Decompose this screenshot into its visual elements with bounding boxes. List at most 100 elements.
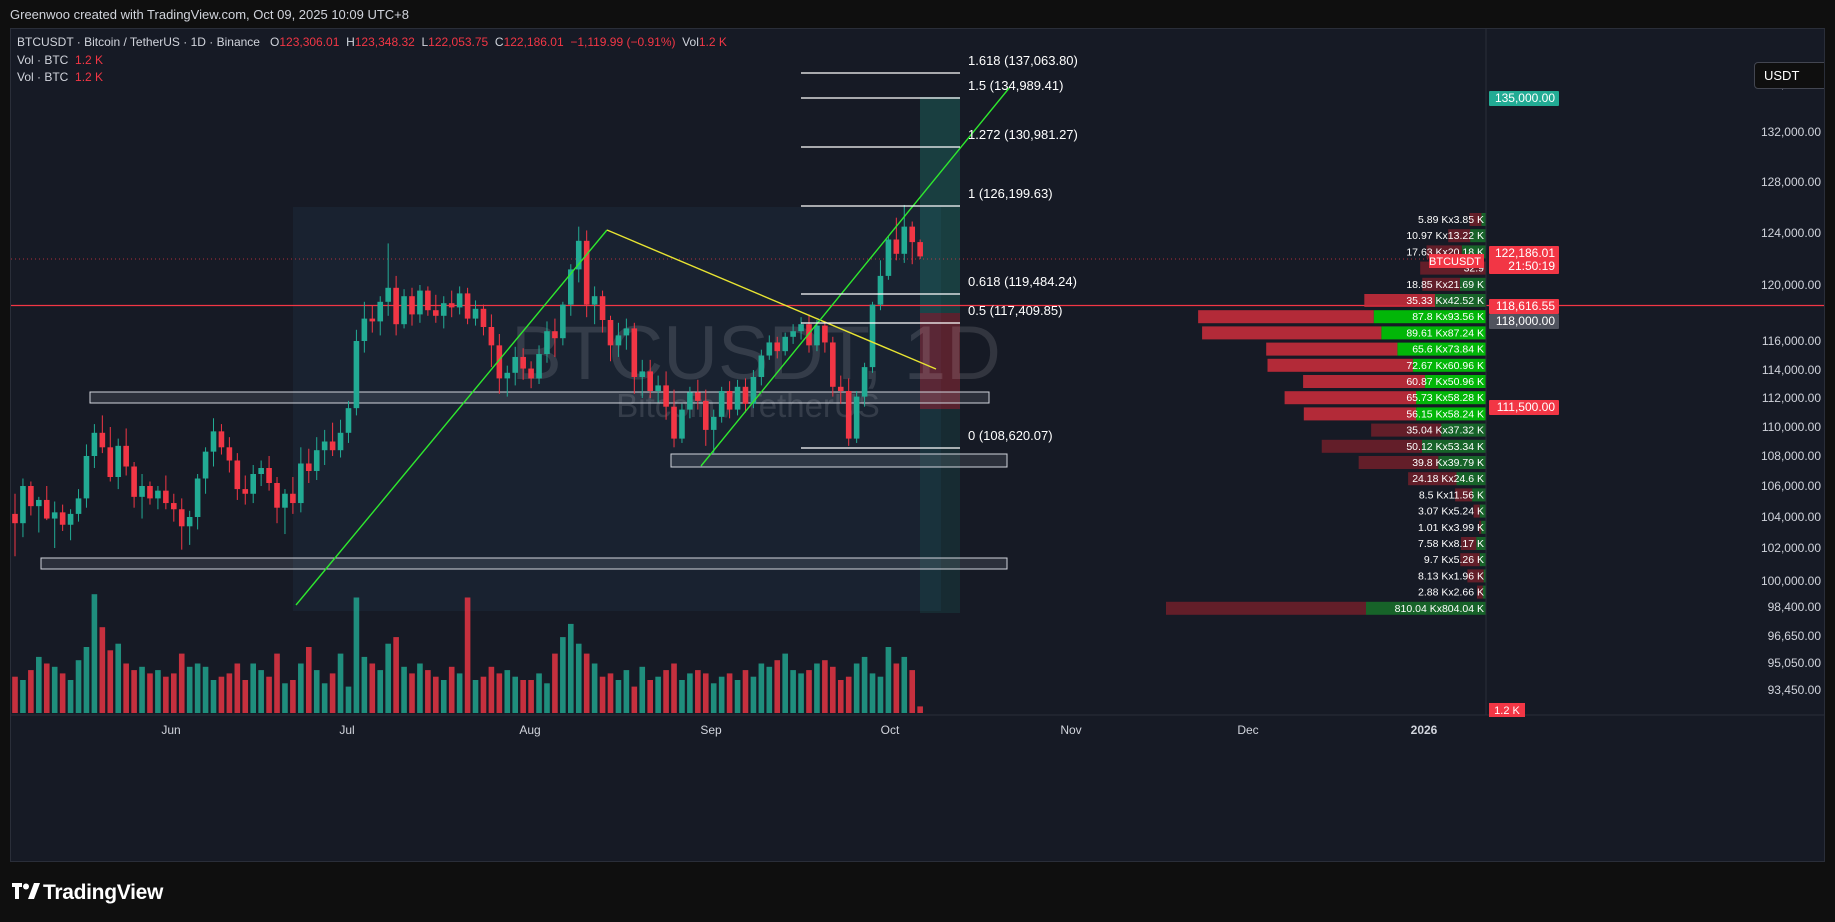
candle bbox=[353, 329, 360, 416]
candle bbox=[615, 322, 622, 357]
candle bbox=[623, 318, 630, 350]
volume-bar bbox=[742, 670, 749, 713]
indicator-row-2[interactable]: Vol · BTC 1.2 K bbox=[17, 69, 727, 87]
candle bbox=[20, 478, 26, 538]
candle bbox=[663, 371, 669, 420]
candle-body bbox=[155, 490, 161, 499]
candle-body bbox=[695, 392, 701, 401]
candle bbox=[639, 359, 646, 398]
candle bbox=[12, 493, 18, 557]
price-badge-bg bbox=[1489, 400, 1559, 415]
price-axis-tick: 106,000.00 bbox=[1761, 479, 1821, 493]
volume-profile-sell-bar bbox=[1303, 375, 1425, 388]
volume-bar bbox=[433, 676, 439, 713]
volume-bar bbox=[20, 680, 26, 713]
price-badge: 118,000.00 bbox=[1489, 314, 1559, 329]
candle-body bbox=[369, 318, 376, 322]
volume-bar bbox=[639, 666, 646, 713]
indicator-row-1[interactable]: Vol · BTC 1.2 K bbox=[17, 52, 727, 70]
volume-profile-row: 56.15 Kx58.24 K bbox=[1303, 407, 1486, 421]
volume-bar bbox=[321, 683, 328, 713]
long-position-lower-zone bbox=[920, 409, 960, 613]
candle bbox=[194, 474, 201, 530]
volume-bar bbox=[750, 676, 757, 713]
time-axis-tick: 2026 bbox=[1411, 723, 1438, 737]
candle bbox=[774, 336, 781, 359]
candle-body bbox=[186, 517, 193, 527]
candle bbox=[742, 378, 749, 413]
volume-bar bbox=[266, 676, 272, 713]
volume-profile-buy-bar bbox=[1441, 423, 1486, 437]
candle bbox=[107, 427, 114, 482]
volume-profile-label: 72.67 Kx60.96 K bbox=[1406, 360, 1484, 372]
chart-pane[interactable]: BTCUSDT, 1D Bitcoin / TetherUS 1.618 (137… bbox=[10, 28, 1825, 862]
volume-profile-sell-bar bbox=[1479, 520, 1482, 534]
fib-level-label: 0.618 (119,484.24) bbox=[968, 274, 1077, 289]
currency-selector[interactable]: USDT bbox=[1754, 62, 1824, 89]
tradingview-brand[interactable]: TradingView bbox=[43, 881, 164, 904]
volume-profile-label: 89.61 Kx87.24 K bbox=[1406, 327, 1484, 339]
volume-bar bbox=[28, 670, 34, 713]
candle-body bbox=[861, 367, 868, 397]
volume-profile-label: 35.33 Kx42.52 K bbox=[1406, 295, 1484, 307]
candle bbox=[607, 315, 614, 362]
candle-body bbox=[663, 385, 669, 407]
volume-bar bbox=[830, 666, 836, 713]
candle-body bbox=[36, 499, 42, 507]
volume-bar bbox=[814, 663, 820, 713]
candle bbox=[147, 481, 153, 505]
volume-bar bbox=[75, 660, 82, 713]
volume-profile-sell-bar bbox=[1198, 310, 1374, 324]
volume-profile-row: 5.89 Kx3.85 K bbox=[1418, 213, 1486, 226]
symbol-title[interactable]: BTCUSDT · Bitcoin / TetherUS · 1D · Bina… bbox=[17, 35, 260, 49]
candle-body bbox=[242, 489, 249, 494]
volume-bar bbox=[313, 670, 320, 713]
volume-profile-buy-bar bbox=[1459, 277, 1486, 291]
volume-profile-buy-bar bbox=[1397, 342, 1486, 356]
low-label: L bbox=[421, 35, 429, 49]
volume-bar bbox=[337, 653, 344, 713]
candle-body bbox=[464, 293, 471, 319]
candle bbox=[131, 462, 137, 508]
price-badge-value: 118,000.00 bbox=[1496, 314, 1555, 328]
volume-bar bbox=[806, 670, 812, 713]
candle bbox=[226, 437, 233, 473]
volume-profile-label: 8.13 Kx1.96 K bbox=[1418, 570, 1484, 582]
volume-bar bbox=[12, 676, 18, 713]
volume-profile-row: 39.8 Kx39.79 K bbox=[1358, 456, 1486, 469]
candle bbox=[504, 365, 511, 397]
candle bbox=[631, 322, 638, 394]
price-axis-tick: 128,000.00 bbox=[1761, 175, 1821, 189]
volume-bar bbox=[329, 673, 336, 713]
price-badge: 135,000.00 bbox=[1489, 91, 1559, 106]
candle bbox=[242, 475, 249, 505]
volume-bar bbox=[385, 643, 391, 713]
candle bbox=[202, 447, 209, 494]
volume-profile-buy-bar bbox=[1373, 310, 1486, 324]
candle-body bbox=[266, 468, 272, 483]
candle-body bbox=[28, 486, 34, 507]
candle-body bbox=[409, 296, 415, 315]
volume-bar bbox=[107, 650, 114, 713]
candle-body bbox=[583, 240, 590, 305]
volume-bar bbox=[345, 686, 352, 713]
volume-bar bbox=[353, 597, 360, 713]
volume-bar bbox=[631, 686, 638, 713]
candle-body bbox=[742, 386, 749, 404]
volume-bar bbox=[615, 680, 622, 713]
volume-bar bbox=[163, 676, 169, 713]
candle bbox=[583, 230, 590, 318]
volume-bar bbox=[258, 670, 264, 713]
candle-body bbox=[258, 468, 264, 474]
candle-body bbox=[171, 503, 177, 510]
tradingview-logo-icon[interactable] bbox=[12, 883, 40, 901]
high-label: H bbox=[346, 35, 355, 49]
candle-body bbox=[512, 356, 519, 373]
candle-body bbox=[401, 296, 407, 325]
volume-profile-row: 1.01 Kx3.99 K bbox=[1418, 520, 1486, 534]
candle bbox=[901, 204, 908, 263]
candle-body bbox=[575, 240, 582, 270]
candle bbox=[893, 217, 900, 261]
candle bbox=[814, 320, 820, 352]
